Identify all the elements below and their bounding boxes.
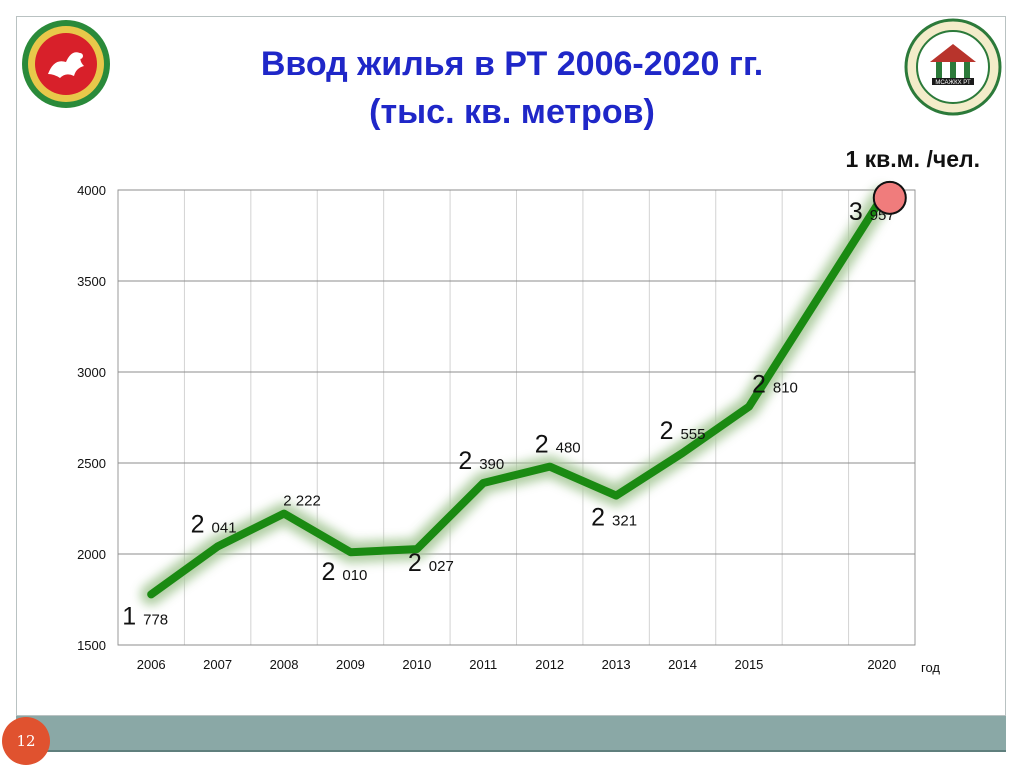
slide-frame bbox=[16, 16, 1006, 716]
data-label-big: 2 bbox=[752, 371, 773, 399]
data-label-big: 2 bbox=[458, 447, 479, 475]
ministry-logo: МСАЖКХ РТ bbox=[904, 18, 1002, 116]
data-label-big: 2 bbox=[535, 431, 556, 459]
x-tick-label: 2015 bbox=[734, 657, 763, 672]
data-label-big: 2 bbox=[660, 417, 681, 445]
data-label-big: 3 bbox=[849, 198, 870, 226]
bottom-bar bbox=[16, 716, 1006, 752]
data-label-small: 027 bbox=[429, 558, 454, 575]
x-tick-label: 2020 bbox=[867, 657, 896, 672]
data-label-small: 390 bbox=[479, 456, 504, 473]
y-tick-label: 2000 bbox=[77, 547, 106, 562]
y-tick-label: 4000 bbox=[77, 183, 106, 198]
data-label-big: 2 bbox=[322, 558, 343, 586]
data-label: 2 390 bbox=[458, 447, 504, 475]
data-label-small: 480 bbox=[556, 440, 581, 457]
data-label-small: 778 bbox=[143, 611, 168, 628]
y-tick-label: 1500 bbox=[77, 638, 106, 653]
y-tick-label: 3500 bbox=[77, 274, 106, 289]
title-line-1: Ввод жилья в РТ 2006-2020 гг. bbox=[260, 45, 764, 83]
ministry-logo-text: МСАЖКХ РТ bbox=[935, 80, 971, 86]
y-tick-label: 3000 bbox=[77, 365, 106, 380]
data-label-small: 555 bbox=[680, 426, 705, 443]
data-label: 2 810 bbox=[752, 371, 798, 399]
data-label-small: 2 222 bbox=[283, 493, 321, 510]
data-label: 2 321 bbox=[591, 504, 637, 532]
x-tick-label: 2012 bbox=[535, 657, 564, 672]
data-label: 2 027 bbox=[408, 549, 454, 577]
data-label-big: 2 bbox=[408, 549, 429, 577]
data-label: 2 480 bbox=[535, 431, 581, 459]
slide-number-badge: 12 bbox=[2, 717, 50, 765]
data-label-small: 321 bbox=[612, 513, 637, 530]
data-label: 2 555 bbox=[660, 417, 706, 445]
data-label-big: 1 bbox=[122, 602, 143, 630]
x-tick-label: 2010 bbox=[402, 657, 431, 672]
title-line-2: (тыс. кв. метров) bbox=[369, 93, 655, 131]
highlight-point-marker bbox=[872, 180, 907, 215]
data-label: 1 778 bbox=[122, 602, 168, 630]
tatarstan-emblem-logo bbox=[22, 20, 110, 108]
data-label-small: 041 bbox=[212, 520, 237, 537]
data-label-big: 2 bbox=[591, 504, 612, 532]
series-line bbox=[147, 193, 886, 599]
x-tick-label: 2009 bbox=[336, 657, 365, 672]
x-axis-label: год bbox=[921, 660, 940, 675]
x-tick-label: 2006 bbox=[137, 657, 166, 672]
data-label: 2 222 bbox=[283, 493, 321, 510]
x-tick-label: 2013 bbox=[602, 657, 631, 672]
data-label-big: 2 bbox=[191, 511, 212, 539]
data-label-small: 010 bbox=[342, 567, 367, 584]
y-tick-label: 2500 bbox=[77, 456, 106, 471]
x-tick-label: 2007 bbox=[203, 657, 232, 672]
x-tick-label: 2011 bbox=[469, 657, 497, 672]
data-label: 2 041 bbox=[191, 511, 237, 539]
per-capita-annotation: 1 кв.м. /чел. bbox=[845, 146, 980, 172]
data-label-small: 810 bbox=[773, 380, 798, 397]
data-label: 2 010 bbox=[322, 558, 368, 586]
data-label: 3 957 bbox=[849, 198, 895, 226]
x-tick-label: 2014 bbox=[668, 657, 697, 672]
x-tick-label: 2008 bbox=[270, 657, 299, 672]
slide-title: Ввод жилья в РТ 2006-2020 гг. (тыс. кв. … bbox=[120, 40, 904, 136]
